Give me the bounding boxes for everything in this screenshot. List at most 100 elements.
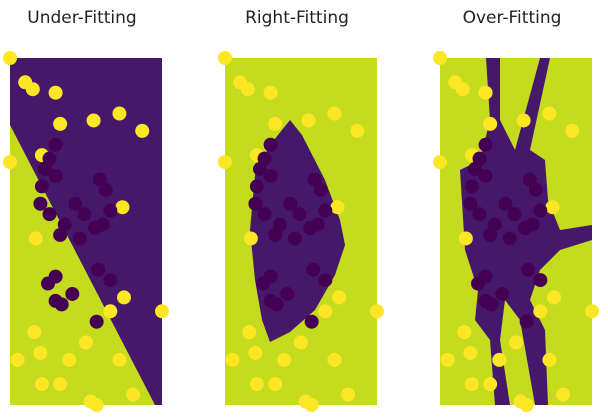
- point: [79, 335, 93, 350]
- point: [495, 286, 510, 301]
- point: [89, 398, 104, 412]
- point: [126, 387, 141, 402]
- point: [155, 304, 169, 319]
- point: [341, 387, 356, 402]
- point: [464, 377, 479, 392]
- point: [218, 155, 232, 170]
- point: [103, 273, 118, 288]
- point: [507, 207, 522, 222]
- point: [455, 82, 470, 97]
- point: [304, 314, 319, 329]
- point: [528, 182, 543, 197]
- point: [457, 325, 472, 340]
- point: [48, 85, 63, 100]
- point: [318, 203, 333, 218]
- point: [103, 304, 118, 319]
- point: [472, 207, 487, 222]
- point: [433, 51, 447, 65]
- point: [306, 262, 321, 277]
- point: [257, 207, 272, 222]
- point: [249, 377, 264, 392]
- point: [509, 335, 523, 350]
- point: [280, 286, 295, 301]
- point: [533, 203, 548, 218]
- point: [440, 352, 455, 367]
- panel-background: [10, 58, 592, 405]
- point: [542, 352, 557, 367]
- point: [542, 106, 557, 121]
- point: [3, 155, 17, 170]
- point: [53, 377, 68, 392]
- point: [34, 377, 49, 392]
- point: [478, 293, 493, 308]
- point: [327, 106, 342, 121]
- point: [478, 85, 493, 100]
- point: [463, 196, 478, 211]
- point: [304, 398, 319, 412]
- point: [268, 116, 283, 131]
- point: [565, 123, 580, 138]
- point: [519, 314, 534, 329]
- point: [53, 116, 68, 131]
- region: [10, 58, 162, 405]
- point: [256, 276, 270, 291]
- point: [28, 231, 43, 246]
- point: [483, 377, 498, 392]
- point: [103, 203, 118, 218]
- point: [478, 168, 493, 183]
- chart-title: Under-Fitting: [27, 8, 136, 28]
- chart-title: Right-Fitting: [245, 8, 349, 28]
- point: [65, 286, 80, 301]
- point: [263, 168, 278, 183]
- point: [263, 85, 278, 100]
- point: [89, 314, 104, 329]
- point: [225, 352, 240, 367]
- point: [498, 196, 513, 211]
- point: [95, 217, 110, 232]
- point: [585, 304, 599, 319]
- point: [135, 123, 150, 138]
- point: [471, 276, 485, 291]
- point: [313, 182, 328, 197]
- point: [516, 113, 531, 128]
- point: [467, 162, 482, 177]
- point: [547, 290, 561, 305]
- point: [318, 273, 333, 288]
- point: [458, 231, 473, 246]
- point: [72, 231, 87, 246]
- point: [483, 116, 498, 131]
- point: [268, 227, 283, 242]
- point: [433, 155, 447, 170]
- point: [307, 172, 322, 187]
- point: [248, 345, 263, 360]
- point: [37, 162, 52, 177]
- point: [463, 345, 478, 360]
- point: [10, 352, 25, 367]
- point: [318, 304, 333, 319]
- point: [545, 200, 560, 215]
- point: [68, 196, 83, 211]
- point: [115, 200, 130, 215]
- point: [350, 123, 365, 138]
- point: [268, 377, 283, 392]
- point: [92, 172, 107, 187]
- point: [240, 82, 255, 97]
- point: [243, 231, 258, 246]
- point: [252, 162, 267, 177]
- point: [33, 196, 48, 211]
- point: [112, 352, 127, 367]
- point: [33, 345, 48, 360]
- point: [525, 217, 540, 232]
- point: [62, 352, 77, 367]
- point: [53, 227, 68, 242]
- point: [556, 387, 571, 402]
- point: [3, 51, 17, 65]
- point: [248, 196, 263, 211]
- point: [91, 262, 106, 277]
- point: [521, 262, 536, 277]
- point: [287, 231, 302, 246]
- point: [48, 293, 63, 308]
- point: [277, 352, 292, 367]
- point: [249, 179, 264, 194]
